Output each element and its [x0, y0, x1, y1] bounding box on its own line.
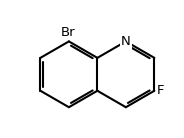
Text: F: F [157, 84, 164, 97]
Text: N: N [121, 35, 131, 48]
Text: Br: Br [61, 26, 75, 39]
